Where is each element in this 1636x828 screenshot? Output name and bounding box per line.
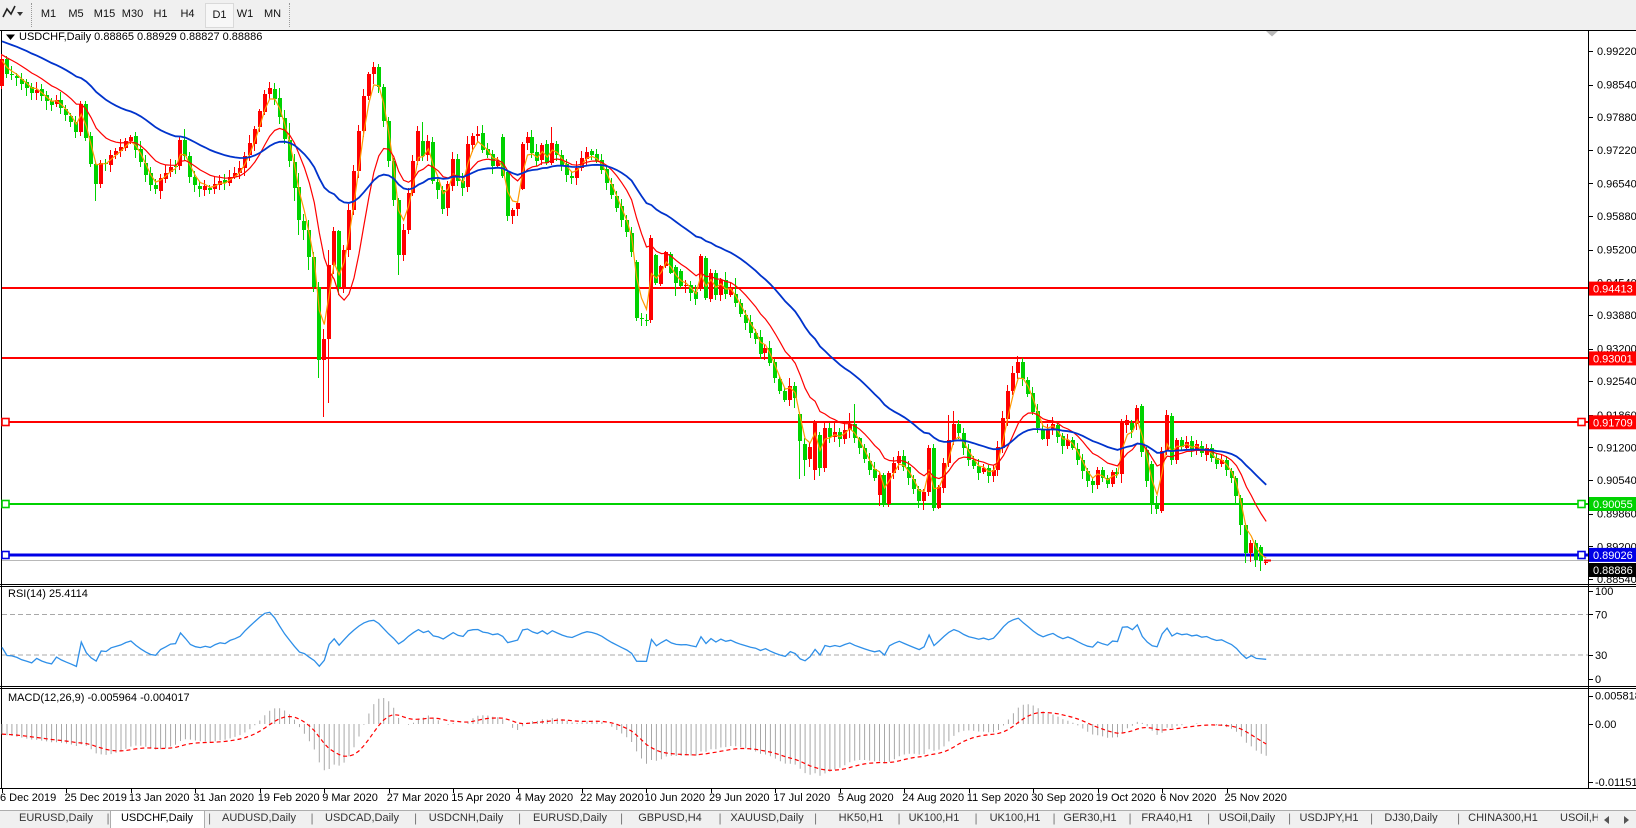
svg-text:27 Mar 2020: 27 Mar 2020 bbox=[387, 792, 449, 804]
svg-text:24 Aug 2020: 24 Aug 2020 bbox=[902, 792, 964, 804]
svg-text:30 Sep 2020: 30 Sep 2020 bbox=[1031, 792, 1093, 804]
svg-text:11 Sep 2020: 11 Sep 2020 bbox=[967, 792, 1029, 804]
svg-text:13 Jan 2020: 13 Jan 2020 bbox=[129, 792, 190, 804]
svg-text:19 Oct 2020: 19 Oct 2020 bbox=[1096, 792, 1156, 804]
svg-text:0.90540: 0.90540 bbox=[1597, 475, 1636, 487]
svg-text:0.97220: 0.97220 bbox=[1597, 145, 1636, 157]
svg-text:0.93001: 0.93001 bbox=[1593, 353, 1633, 365]
svg-text:0.97880: 0.97880 bbox=[1597, 112, 1636, 124]
svg-text:0.88886: 0.88886 bbox=[1593, 565, 1633, 577]
svg-text:19 Feb 2020: 19 Feb 2020 bbox=[258, 792, 320, 804]
svg-text:30: 30 bbox=[1595, 650, 1607, 662]
svg-text:0.89860: 0.89860 bbox=[1597, 509, 1636, 521]
svg-text:6 Dec 2019: 6 Dec 2019 bbox=[0, 792, 56, 804]
svg-text:0.96540: 0.96540 bbox=[1597, 179, 1636, 191]
svg-text:MACD(12,26,9) -0.005964 -0.004: MACD(12,26,9) -0.005964 -0.004017 bbox=[8, 692, 190, 704]
svg-text:17 Jul 2020: 17 Jul 2020 bbox=[773, 792, 830, 804]
svg-text:-0.011514: -0.011514 bbox=[1595, 777, 1636, 789]
svg-text:USDCHF,Daily 0.88865 0.88929: USDCHF,Daily 0.88865 0.88929 0.88827 0.8… bbox=[19, 31, 262, 43]
svg-text:10 Jun 2020: 10 Jun 2020 bbox=[645, 792, 706, 804]
svg-text:0.89026: 0.89026 bbox=[1593, 550, 1633, 562]
svg-text:0.93880: 0.93880 bbox=[1597, 310, 1636, 322]
svg-text:0.005818: 0.005818 bbox=[1595, 691, 1636, 703]
svg-text:0.00: 0.00 bbox=[1595, 719, 1616, 731]
svg-text:4 May 2020: 4 May 2020 bbox=[516, 792, 573, 804]
svg-text:0: 0 bbox=[1595, 674, 1601, 686]
svg-text:0.94413: 0.94413 bbox=[1593, 284, 1633, 296]
svg-text:100: 100 bbox=[1595, 586, 1613, 598]
svg-text:6 Nov 2020: 6 Nov 2020 bbox=[1160, 792, 1216, 804]
svg-text:15 Apr 2020: 15 Apr 2020 bbox=[451, 792, 510, 804]
svg-text:0.90055: 0.90055 bbox=[1593, 499, 1633, 511]
svg-text:5 Aug 2020: 5 Aug 2020 bbox=[838, 792, 894, 804]
svg-text:22 May 2020: 22 May 2020 bbox=[580, 792, 644, 804]
svg-text:31 Jan 2020: 31 Jan 2020 bbox=[193, 792, 254, 804]
svg-text:0.91200: 0.91200 bbox=[1597, 442, 1636, 454]
svg-text:25 Nov 2020: 25 Nov 2020 bbox=[1225, 792, 1287, 804]
svg-text:0.91709: 0.91709 bbox=[1593, 417, 1633, 429]
svg-text:0.98540: 0.98540 bbox=[1597, 80, 1636, 92]
svg-text:25 Dec 2019: 25 Dec 2019 bbox=[65, 792, 127, 804]
svg-text:9 Mar 2020: 9 Mar 2020 bbox=[322, 792, 378, 804]
svg-text:0.95200: 0.95200 bbox=[1597, 245, 1636, 257]
svg-text:0.99220: 0.99220 bbox=[1597, 46, 1636, 58]
svg-text:0.92540: 0.92540 bbox=[1597, 376, 1636, 388]
svg-text:29 Jun 2020: 29 Jun 2020 bbox=[709, 792, 770, 804]
svg-text:RSI(14) 25.4114: RSI(14) 25.4114 bbox=[8, 588, 88, 600]
svg-text:70: 70 bbox=[1595, 610, 1607, 622]
svg-text:0.95880: 0.95880 bbox=[1597, 211, 1636, 223]
